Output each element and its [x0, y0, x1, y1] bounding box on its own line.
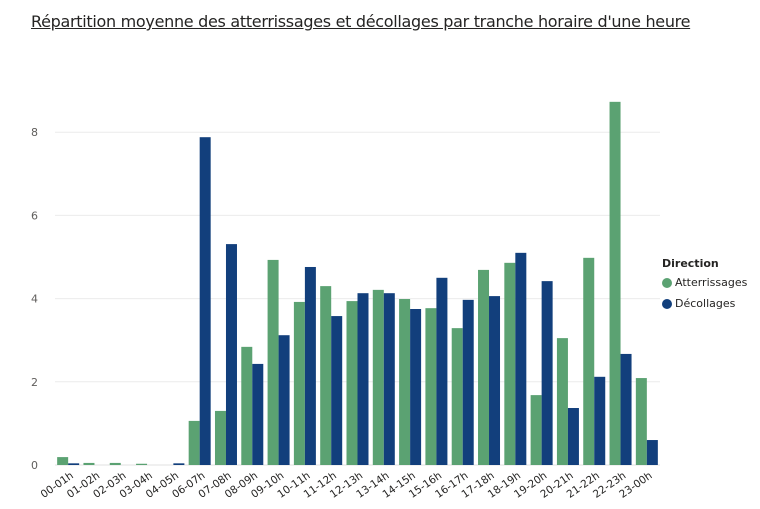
y-tick-label: 4	[31, 293, 38, 306]
legend-marker	[662, 298, 672, 309]
bar-atterrissages	[478, 269, 490, 465]
legend-title: Direction	[662, 257, 719, 270]
bar-atterrissages	[451, 328, 463, 465]
bar-atterrissages	[425, 308, 437, 465]
bar-decollages	[646, 440, 658, 465]
bar-decollages	[489, 296, 501, 465]
bar-decollages	[252, 363, 264, 465]
bar-decollages	[541, 281, 553, 465]
bar-atterrissages	[504, 262, 516, 465]
bar-decollages	[68, 463, 80, 465]
bar-decollages	[620, 353, 632, 465]
y-tick-label: 0	[31, 459, 38, 472]
bar-atterrissages	[583, 257, 595, 465]
legend-marker	[662, 277, 672, 288]
bar-decollages	[436, 277, 448, 465]
legend: Direction Atterrissages Décollages	[662, 257, 747, 318]
bar-decollages	[410, 309, 422, 465]
bar-atterrissages	[188, 420, 200, 465]
bar-atterrissages	[556, 338, 568, 465]
bar-atterrissages	[399, 299, 411, 465]
y-tick-label: 6	[31, 209, 38, 222]
bar-atterrissages	[346, 301, 358, 465]
bar-atterrissages	[530, 395, 542, 465]
bar-decollages	[304, 266, 316, 465]
y-tick-label: 8	[31, 126, 38, 139]
bar-atterrissages	[214, 410, 226, 465]
bar-decollages	[567, 408, 579, 465]
bar-decollages	[199, 137, 211, 465]
bar-atterrissages	[57, 457, 69, 465]
legend-label: Atterrissages	[675, 276, 748, 289]
legend-label: Décollages	[675, 297, 736, 310]
bar-decollages	[594, 376, 606, 465]
bar-decollages	[173, 463, 185, 465]
chart-title[interactable]: Répartition moyenne des atterrissages et…	[31, 12, 691, 31]
bar-decollages	[357, 293, 369, 465]
y-tick-label: 2	[31, 376, 38, 389]
bar-decollages	[225, 244, 237, 465]
bar-atterrissages	[241, 346, 253, 465]
bar-atterrissages	[372, 289, 384, 465]
bar-atterrissages	[267, 259, 279, 465]
bar-atterrissages	[293, 301, 305, 465]
legend-item-decollages[interactable]: Décollages	[662, 297, 747, 310]
bar-atterrissages	[83, 462, 95, 465]
bar-decollages	[383, 293, 395, 465]
bar-decollages	[331, 316, 343, 465]
bar-atterrissages	[320, 286, 332, 465]
bar-decollages	[515, 252, 527, 465]
bar-atterrissages	[635, 378, 647, 465]
bar-atterrissages	[609, 101, 621, 465]
bar-decollages	[278, 335, 290, 465]
bar-atterrissages	[136, 463, 148, 465]
bar-decollages	[462, 299, 474, 465]
bar-atterrissages	[109, 462, 121, 465]
legend-item-atterrissages[interactable]: Atterrissages	[662, 276, 747, 289]
